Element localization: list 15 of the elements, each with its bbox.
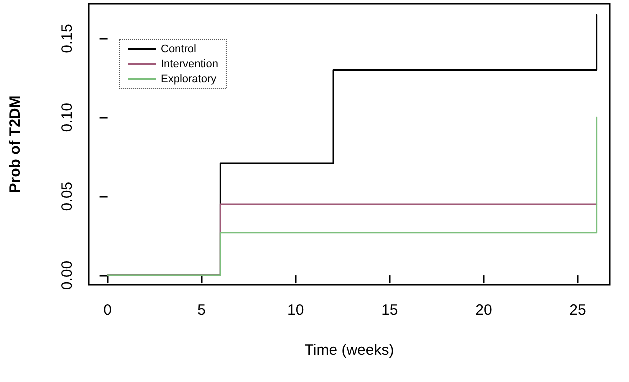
legend-label: Exploratory — [161, 74, 218, 86]
y-tick-label: 0.05 — [59, 182, 76, 212]
legend-label: Control — [161, 44, 196, 56]
y-axis-title: Prob of T2DM — [7, 96, 24, 194]
x-tick-label: 20 — [476, 302, 492, 319]
x-tick-label: 15 — [382, 302, 398, 319]
x-tick-label: 25 — [570, 302, 586, 319]
y-tick-label: 0.10 — [59, 103, 76, 132]
x-tick-label: 10 — [288, 302, 304, 319]
legend-label: Intervention — [161, 58, 218, 70]
y-tick-label: 0.15 — [59, 24, 76, 54]
x-axis-title: Time (weeks) — [304, 342, 394, 359]
x-tick-label: 5 — [198, 302, 206, 319]
x-tick-label: 0 — [104, 302, 112, 319]
y-tick-label: 0.00 — [59, 260, 76, 290]
